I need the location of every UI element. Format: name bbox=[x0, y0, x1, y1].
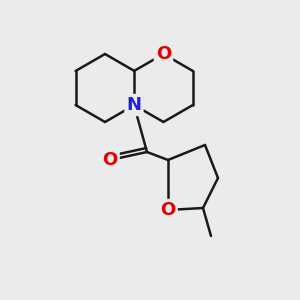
Text: O: O bbox=[102, 151, 118, 169]
Text: O: O bbox=[156, 45, 171, 63]
Text: N: N bbox=[127, 96, 142, 114]
Text: O: O bbox=[160, 201, 175, 219]
